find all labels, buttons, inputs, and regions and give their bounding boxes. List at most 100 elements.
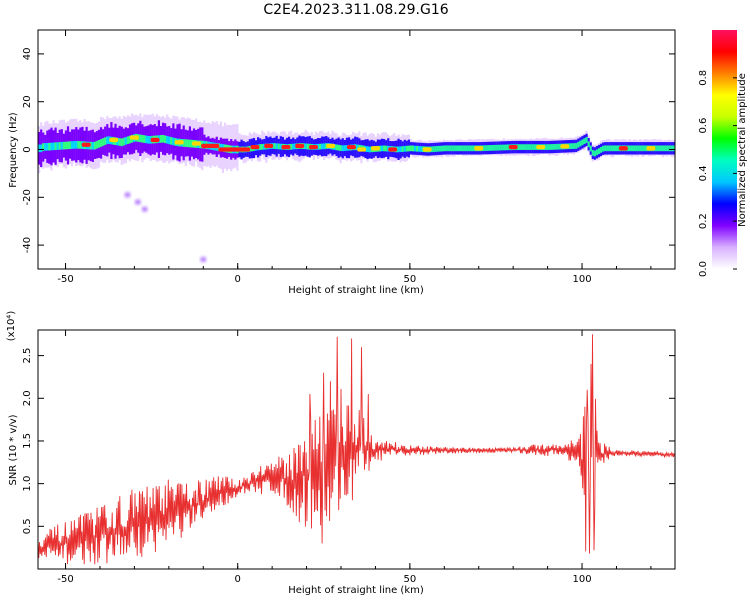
spectrogram-core [93,141,96,150]
spectrogram-core [104,137,107,145]
spectrogram-xtick-label: -50 [57,274,73,285]
spectrogram-core [321,143,324,150]
spectrogram-core [496,144,499,151]
snr-xtick-label: 0 [235,574,241,585]
spectrogram-core [643,145,646,152]
spectrogram-hotspot [357,147,367,152]
spectrogram-core [366,146,369,153]
spectrogram-core [544,144,547,150]
snr-xlabel: Height of straight line (km) [288,585,424,596]
spectrogram-blob [134,199,141,205]
spectrogram-hotspot [281,144,291,150]
spectrogram-core [261,144,264,150]
spectrogram-core [383,145,386,152]
spectrogram-core [459,145,462,152]
spectrogram-core [416,145,419,152]
spectrogram-core [488,145,491,151]
spectrogram-core [548,144,551,150]
spectrogram-core [568,143,572,150]
spectrogram-hotspot [346,144,356,150]
spectrogram-core [661,145,665,152]
spectrogram-core [102,138,105,146]
spectrogram-core [277,143,280,150]
spectrogram-core [79,141,82,149]
spectrogram-hotspot [474,146,484,151]
spectrogram-core [48,142,51,151]
spectrogram-core [58,142,61,150]
spectrogram-core [387,145,390,152]
spectrogram-hotspot [560,144,570,149]
spectrogram-core [341,145,344,152]
spectrogram-core [143,135,146,143]
spectrogram-core [659,145,663,152]
snr-multiplier: (x10⁴) [6,311,17,342]
spectrogram-core [128,135,132,144]
spectrogram-core [608,145,611,152]
spectrogram-core [610,145,613,152]
spectrogram-core [263,143,266,150]
snr-xtick-label: 50 [404,574,417,585]
spectrogram-core [106,136,109,145]
spectrogram-core [591,149,594,156]
spectrogram-core [577,141,580,148]
spectrogram-core [403,145,406,152]
spectrogram-core [657,145,660,152]
spectrogram-core [502,144,506,151]
spectrogram-core [275,143,278,150]
spectrogram-core [519,144,522,150]
spectrogram-core [52,142,55,151]
spectrogram-blob [200,256,207,262]
spectrogram-core [670,145,673,152]
spectrogram-core [585,137,588,143]
spectrogram-core [97,139,101,148]
spectrogram-hotspot [536,144,546,150]
spectrogram-core [639,145,642,152]
colorbar-tick-label: 0.6 [698,118,709,134]
spectrogram-core [604,145,607,152]
spectrogram-core [318,143,322,150]
colorbar-ticks: 0.0 0.2 0.4 0.6 0.8 [698,70,737,277]
spectrogram-core [531,144,534,150]
spectrogram-core [482,145,485,152]
spectrogram-panel: -50 0 50 100 40 20 0 -20 -40 Height of straight … [8,29,676,296]
spectrogram-hotspot [109,137,119,143]
spectrogram-core [89,141,92,150]
spectrogram-ticks: -50 0 50 100 40 20 0 -20 -40 [22,30,675,285]
spectrogram-core [217,143,220,152]
spectrogram-core [552,144,555,150]
spectrogram-core [356,144,359,151]
spectrogram-hotspot [174,140,184,145]
spectrogram-core [521,144,524,150]
spectrogram-core [75,140,78,149]
spectrogram-core [525,144,528,150]
spectrogram-core [589,145,592,152]
spectrogram-core [612,145,615,152]
spectrogram-core [457,145,460,152]
spectrogram-core [147,135,150,144]
spectrogram-core [316,143,320,150]
spectrogram-core [170,137,173,145]
spectrogram-core [581,139,584,146]
spectrogram-core [517,144,520,150]
spectrogram-core [120,138,123,147]
spectrogram-core [46,142,49,151]
spectrogram-core [436,145,439,152]
spectrogram-core [440,145,444,152]
spectrogram-core [630,145,634,152]
spectrogram-core [641,145,644,152]
spectrogram-core [145,135,148,144]
spectrogram-core [172,137,175,146]
spectrogram-core [335,144,338,151]
spectrogram-core [73,141,76,149]
spectrogram-core [279,143,282,150]
spectrogram-core [500,144,503,151]
spectrogram-core [527,144,530,150]
spectrogram-core [124,137,127,145]
spectrogram-core [587,141,590,148]
spectrogram-core [556,143,559,150]
spectrogram-core [666,145,669,152]
spectrogram-core [571,143,574,149]
spectrogram-core [455,145,458,152]
spectrogram-core [337,144,340,151]
spectrogram-core [306,143,309,150]
